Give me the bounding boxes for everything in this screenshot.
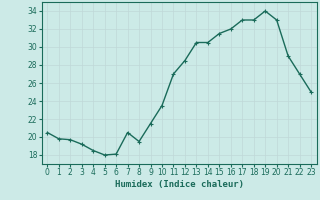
X-axis label: Humidex (Indice chaleur): Humidex (Indice chaleur) (115, 180, 244, 189)
